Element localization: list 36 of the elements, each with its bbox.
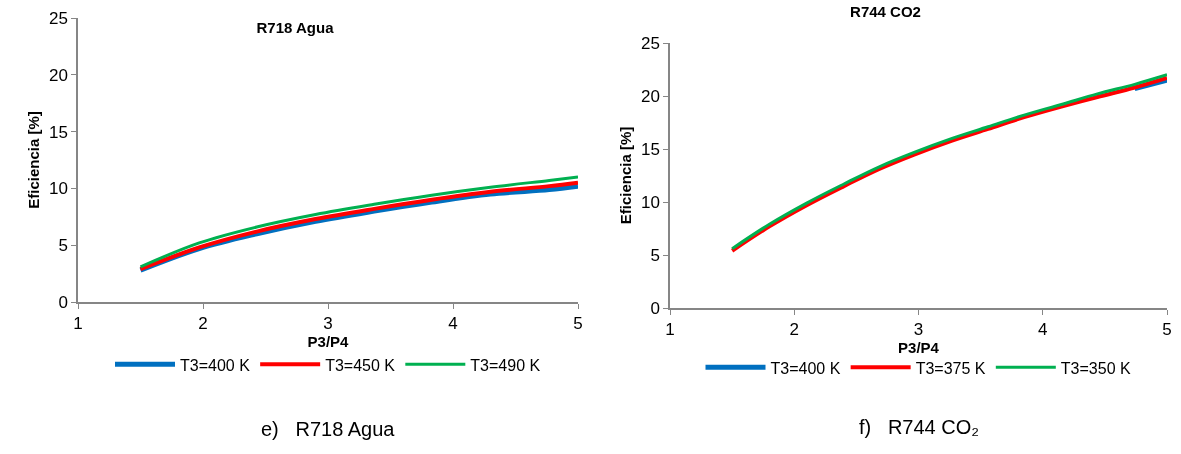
x-tick-label: 2 [198,314,208,334]
x-tick-label: 1 [73,314,83,334]
x-tick-label: 3 [323,314,333,334]
y-tick-label: 15 [640,139,660,159]
x-tick-label: 1 [665,320,675,340]
y-tick-label: 5 [58,236,68,256]
y-axis-title: Eficiencia [%] [616,126,634,225]
x-axis-title: P3/P4 [898,339,940,357]
y-tick-label: 25 [640,33,660,53]
legend-label: T3=400 K [180,356,251,374]
y-tick-label: 25 [48,8,68,28]
y-tick-label: 0 [650,298,660,318]
x-tick-label: 5 [573,314,583,334]
legend-label: T3=375 K [915,359,986,377]
chart-title: R718 Agua [256,19,335,37]
y-tick-label: 15 [48,122,68,142]
x-tick-label: 3 [913,320,924,340]
y-tick-label: 20 [640,86,660,106]
y-axis-title: Eficiencia [%] [24,111,42,209]
legend-label: T3=350 K [1060,359,1131,377]
y-tick-label: 10 [640,192,660,212]
text: f) R744 CO₂ [859,416,980,438]
x-axis-title: P3/P4 [307,333,350,351]
x-tick-label: 2 [789,320,799,340]
chart-title: R744 CO2 [850,3,921,21]
text: e) R718 Agua [261,418,396,440]
legend-label: T3=450 K [325,356,396,374]
y-tick-label: 20 [48,65,68,85]
x-tick-label: 4 [448,314,458,334]
x-tick-label: 5 [1162,320,1172,340]
x-tick-label: 4 [1038,320,1048,340]
y-tick-label: 0 [58,292,68,312]
legend-label: T3=400 K [770,359,841,377]
y-tick-label: 5 [650,245,660,265]
y-tick-label: 10 [48,179,68,199]
legend-label: T3=490 K [470,356,541,374]
